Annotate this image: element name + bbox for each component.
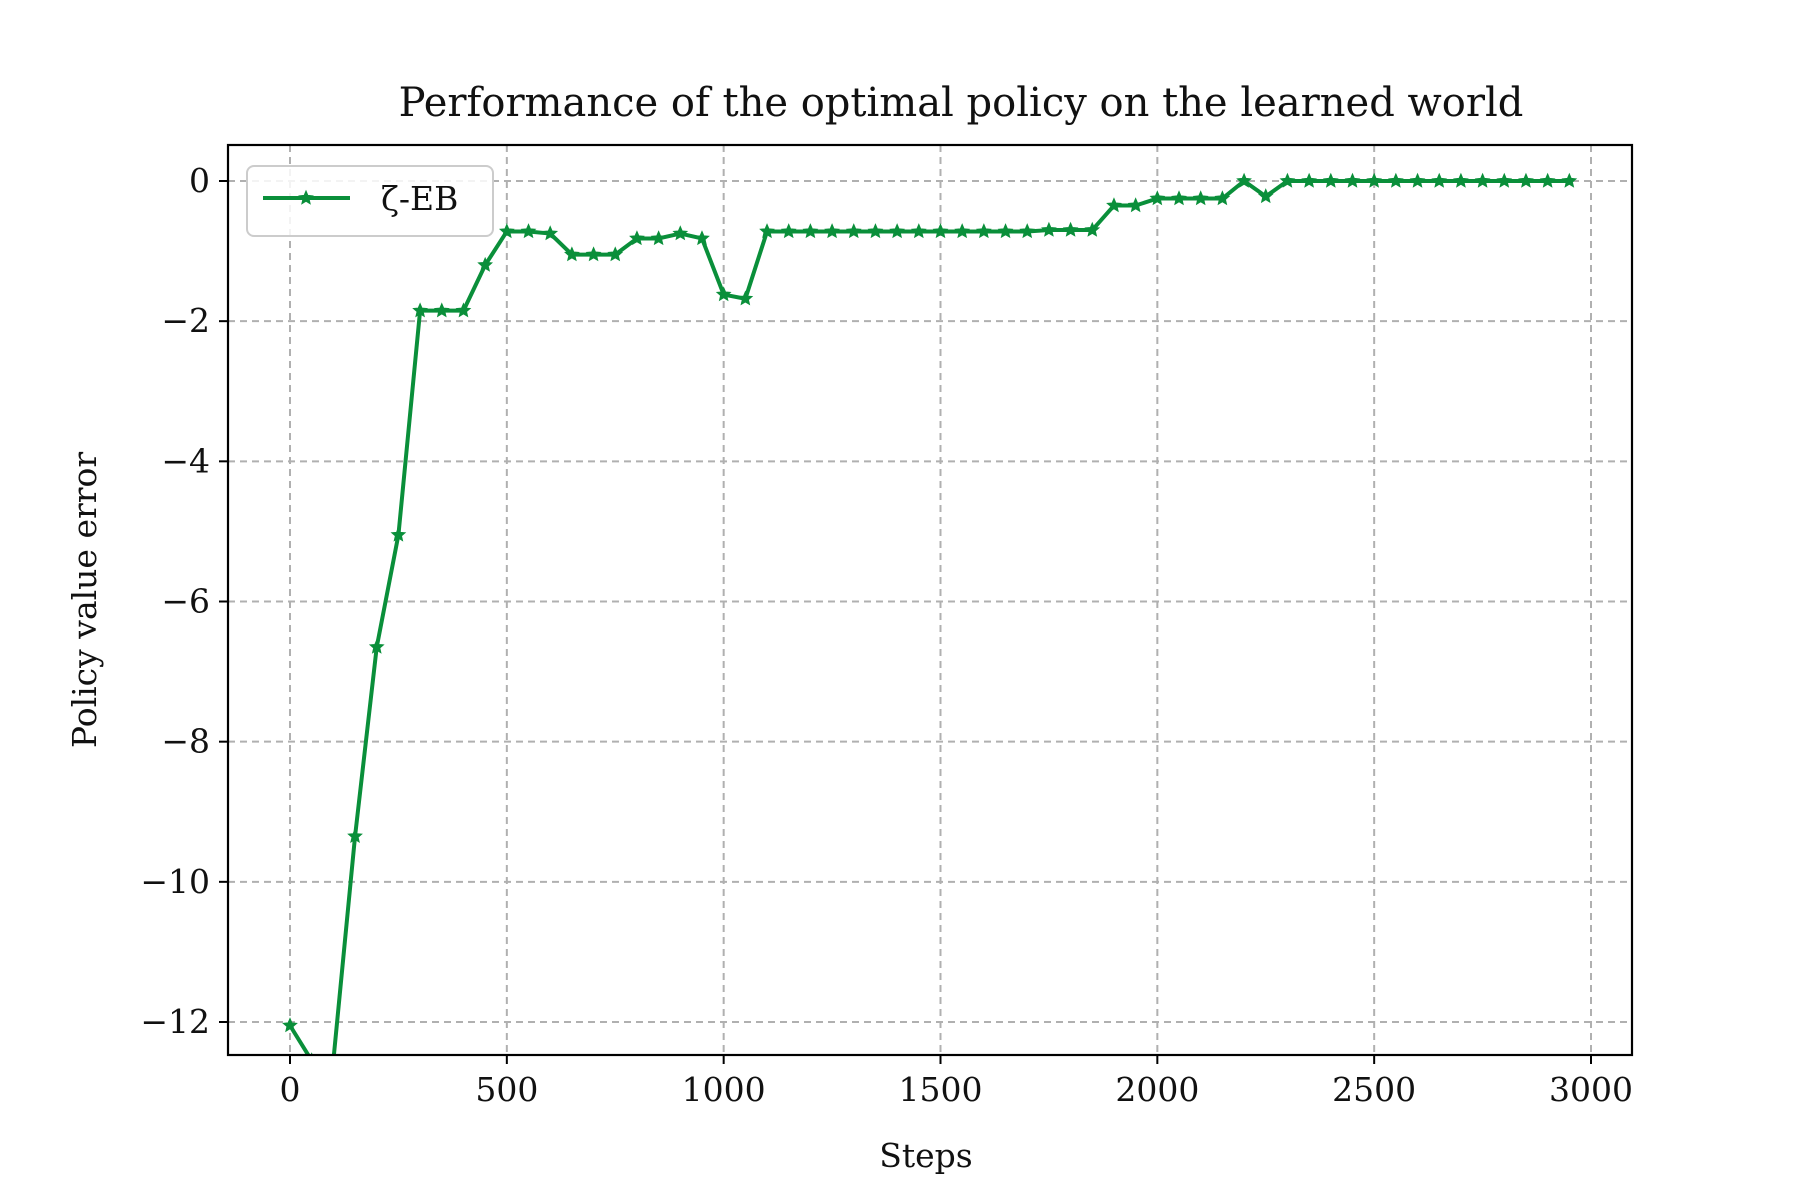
y-tick-label: −4 — [161, 441, 210, 480]
x-axis-title: Steps — [879, 1136, 972, 1175]
data-point — [932, 223, 949, 239]
data-point — [1279, 172, 1296, 188]
data-point — [889, 223, 906, 239]
data-point — [455, 302, 472, 318]
data-point — [347, 828, 363, 843]
series-layer — [282, 172, 1578, 1055]
data-point — [412, 302, 428, 318]
data-point — [737, 290, 754, 306]
legend: ζ-EB — [246, 165, 494, 237]
data-point — [1453, 172, 1469, 188]
data-point — [910, 223, 927, 239]
data-point — [282, 1017, 298, 1033]
data-point — [1344, 172, 1361, 188]
legend-marker-swatch — [298, 189, 314, 205]
x-tick-label: 2000 — [1115, 1070, 1199, 1109]
legend-label: ζ-EB — [381, 179, 458, 218]
data-point — [1322, 172, 1339, 188]
data-point — [867, 223, 884, 239]
data-point — [1387, 172, 1404, 188]
data-point — [997, 223, 1014, 239]
y-tick-label: −10 — [140, 862, 210, 901]
legend-box — [246, 165, 494, 237]
data-point — [1127, 197, 1144, 213]
data-point — [650, 230, 667, 246]
y-tick-label: −2 — [161, 301, 210, 340]
y-tick-label: 0 — [189, 161, 210, 200]
data-point — [433, 302, 450, 318]
data-point — [368, 638, 385, 654]
data-point — [1149, 190, 1166, 206]
data-point — [1062, 221, 1079, 237]
data-point — [672, 225, 689, 241]
data-point — [477, 256, 494, 272]
data-point — [1106, 197, 1122, 213]
x-tick-label: 2500 — [1332, 1070, 1416, 1109]
data-point — [1409, 172, 1426, 188]
chart-title: Performance of the optimal policy on the… — [399, 80, 1524, 126]
data-point — [1019, 223, 1036, 239]
data-point — [629, 230, 645, 246]
y-tick-label: −8 — [161, 722, 210, 761]
data-point — [542, 225, 559, 241]
x-tick-label: 1000 — [682, 1070, 766, 1109]
y-axis: 0 −2 −4 −6 −8 −10 −12 — [140, 161, 228, 1041]
data-point — [607, 246, 624, 262]
data-point — [759, 223, 775, 239]
data-point — [1236, 172, 1252, 188]
data-point — [1257, 188, 1274, 204]
data-point — [1171, 190, 1187, 206]
data-point — [520, 223, 537, 239]
x-tick-label: 1500 — [899, 1070, 983, 1109]
y-axis-title: Policy value error — [65, 452, 104, 749]
data-point — [975, 223, 992, 239]
data-point — [498, 223, 515, 239]
data-point — [1496, 172, 1513, 188]
data-point — [824, 223, 840, 239]
x-tick-label: 500 — [475, 1070, 538, 1109]
data-point — [780, 223, 797, 239]
data-point — [715, 286, 732, 302]
x-axis: 0 500 1000 1500 2000 2500 3000 — [280, 1055, 1633, 1109]
x-tick-label: 0 — [280, 1070, 301, 1109]
y-tick-label: −6 — [161, 582, 210, 621]
data-point — [1214, 190, 1231, 206]
data-point — [954, 223, 971, 239]
data-point — [694, 230, 710, 246]
data-point — [1539, 172, 1556, 188]
data-point — [1084, 221, 1101, 237]
data-point — [1301, 172, 1317, 188]
data-point — [1192, 190, 1209, 206]
data-point — [1431, 172, 1448, 188]
data-point — [1518, 172, 1534, 188]
data-point — [1366, 172, 1383, 188]
data-point — [585, 246, 602, 262]
data-point — [390, 526, 407, 542]
data-point — [1474, 172, 1491, 188]
data-point — [845, 223, 862, 239]
data-point — [1561, 172, 1578, 188]
x-tick-label: 3000 — [1549, 1070, 1633, 1109]
y-tick-label: −12 — [140, 1002, 210, 1041]
data-point — [1041, 221, 1057, 237]
plot-frame — [226, 143, 1634, 1057]
data-point — [802, 223, 819, 239]
data-point — [564, 246, 580, 262]
